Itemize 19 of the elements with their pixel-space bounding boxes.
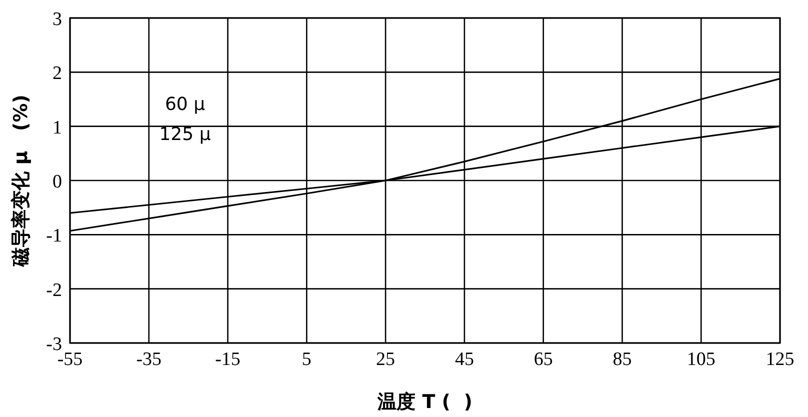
x-tick-label: -15 [215, 349, 240, 370]
x-tick-label: 125 [766, 349, 794, 370]
y-tick-label: 0 [52, 172, 62, 192]
x-tick-label: 25 [376, 349, 396, 370]
annotation: 60 μ [164, 94, 206, 115]
annotation: 125 μ [159, 124, 212, 145]
x-tick-label: 5 [302, 349, 312, 370]
y-tick-label: -2 [46, 280, 62, 301]
x-tick-label: 105 [686, 349, 716, 370]
x-axis-title: 温度 T ( ) [376, 391, 472, 413]
x-tick-label: 65 [534, 349, 553, 370]
y-axis-title: 磁导率变化 μ (%) [10, 94, 32, 268]
y-tick-label: 1 [52, 117, 62, 138]
x-tick-label: 45 [454, 349, 474, 370]
x-tick-label: 85 [612, 349, 632, 370]
y-tick-label: -1 [46, 226, 62, 247]
x-tick-label: -35 [136, 349, 162, 370]
y-tick-label: 3 [52, 9, 62, 30]
y-tick-label: 2 [52, 63, 62, 84]
